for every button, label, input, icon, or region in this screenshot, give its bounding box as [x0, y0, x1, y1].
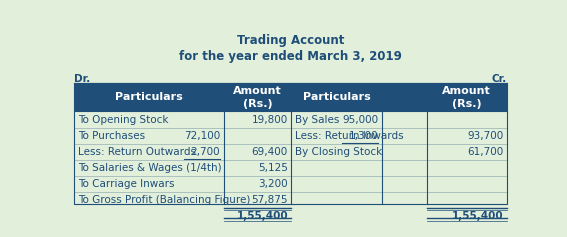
Text: 19,800: 19,800 [252, 114, 288, 124]
Text: 1,55,400: 1,55,400 [452, 211, 503, 221]
Text: Less: Return Inwards: Less: Return Inwards [295, 131, 404, 141]
Text: Particulars: Particulars [303, 92, 371, 102]
Text: Amount
(Rs.): Amount (Rs.) [442, 86, 491, 109]
Text: Dr.: Dr. [74, 74, 91, 84]
Text: To Opening Stock: To Opening Stock [78, 114, 168, 124]
Text: By Sales: By Sales [295, 114, 340, 124]
Bar [74, 83, 291, 111]
Text: 2,700: 2,700 [191, 147, 220, 157]
Text: To Carriage Inwars: To Carriage Inwars [78, 179, 175, 189]
Text: To Gross Profit (Balancing Figure): To Gross Profit (Balancing Figure) [78, 195, 250, 205]
Text: 57,875: 57,875 [251, 195, 288, 205]
Text: 1,300: 1,300 [349, 131, 378, 141]
Bar [74, 111, 507, 204]
Text: Trading Account: Trading Account [237, 34, 344, 47]
Text: 3,200: 3,200 [259, 179, 288, 189]
Bar [291, 83, 507, 111]
Text: Cr.: Cr. [492, 74, 507, 84]
Text: 95,000: 95,000 [342, 114, 378, 124]
Text: Less: Return Outwards: Less: Return Outwards [78, 147, 196, 157]
Text: 1,55,400: 1,55,400 [236, 211, 288, 221]
Text: Amount
(Rs.): Amount (Rs.) [233, 86, 282, 109]
Text: 61,700: 61,700 [467, 147, 503, 157]
Text: Particulars: Particulars [115, 92, 183, 102]
Text: 93,700: 93,700 [467, 131, 503, 141]
Text: To Purchases: To Purchases [78, 131, 145, 141]
Text: To Salaries & Wages (1/4th): To Salaries & Wages (1/4th) [78, 163, 222, 173]
Text: By Closing Stock: By Closing Stock [295, 147, 382, 157]
Text: for the year ended March 3, 2019: for the year ended March 3, 2019 [179, 50, 402, 63]
Text: 5,125: 5,125 [258, 163, 288, 173]
Text: 69,400: 69,400 [252, 147, 288, 157]
Text: 72,100: 72,100 [184, 131, 220, 141]
